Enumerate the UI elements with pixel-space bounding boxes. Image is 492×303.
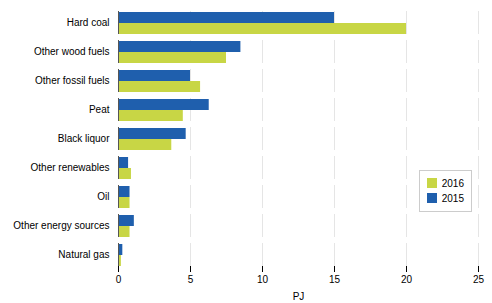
svg-text:20: 20 bbox=[401, 274, 413, 285]
svg-text:Other wood fuels: Other wood fuels bbox=[34, 46, 110, 57]
svg-text:Other renewables: Other renewables bbox=[31, 162, 110, 173]
svg-text:25: 25 bbox=[473, 274, 485, 285]
html-text:2015: 2015 bbox=[441, 193, 464, 204]
html-text:2016: 2016 bbox=[441, 178, 464, 189]
svg-text:Black liquor: Black liquor bbox=[58, 133, 110, 144]
svg-text:Other energy sources: Other energy sources bbox=[13, 220, 109, 231]
svg-text:PJ: PJ bbox=[293, 291, 305, 302]
svg-text:15: 15 bbox=[329, 274, 341, 285]
svg-text:Hard coal: Hard coal bbox=[67, 17, 110, 28]
svg-text:Natural gas: Natural gas bbox=[58, 249, 109, 260]
svg-text:Other fossil fuels: Other fossil fuels bbox=[35, 75, 109, 86]
svg-text:Peat: Peat bbox=[89, 104, 110, 115]
svg-text:10: 10 bbox=[257, 274, 269, 285]
svg-text:Oil: Oil bbox=[97, 191, 109, 202]
svg-text:0: 0 bbox=[116, 274, 122, 285]
svg-text:5: 5 bbox=[188, 274, 194, 285]
